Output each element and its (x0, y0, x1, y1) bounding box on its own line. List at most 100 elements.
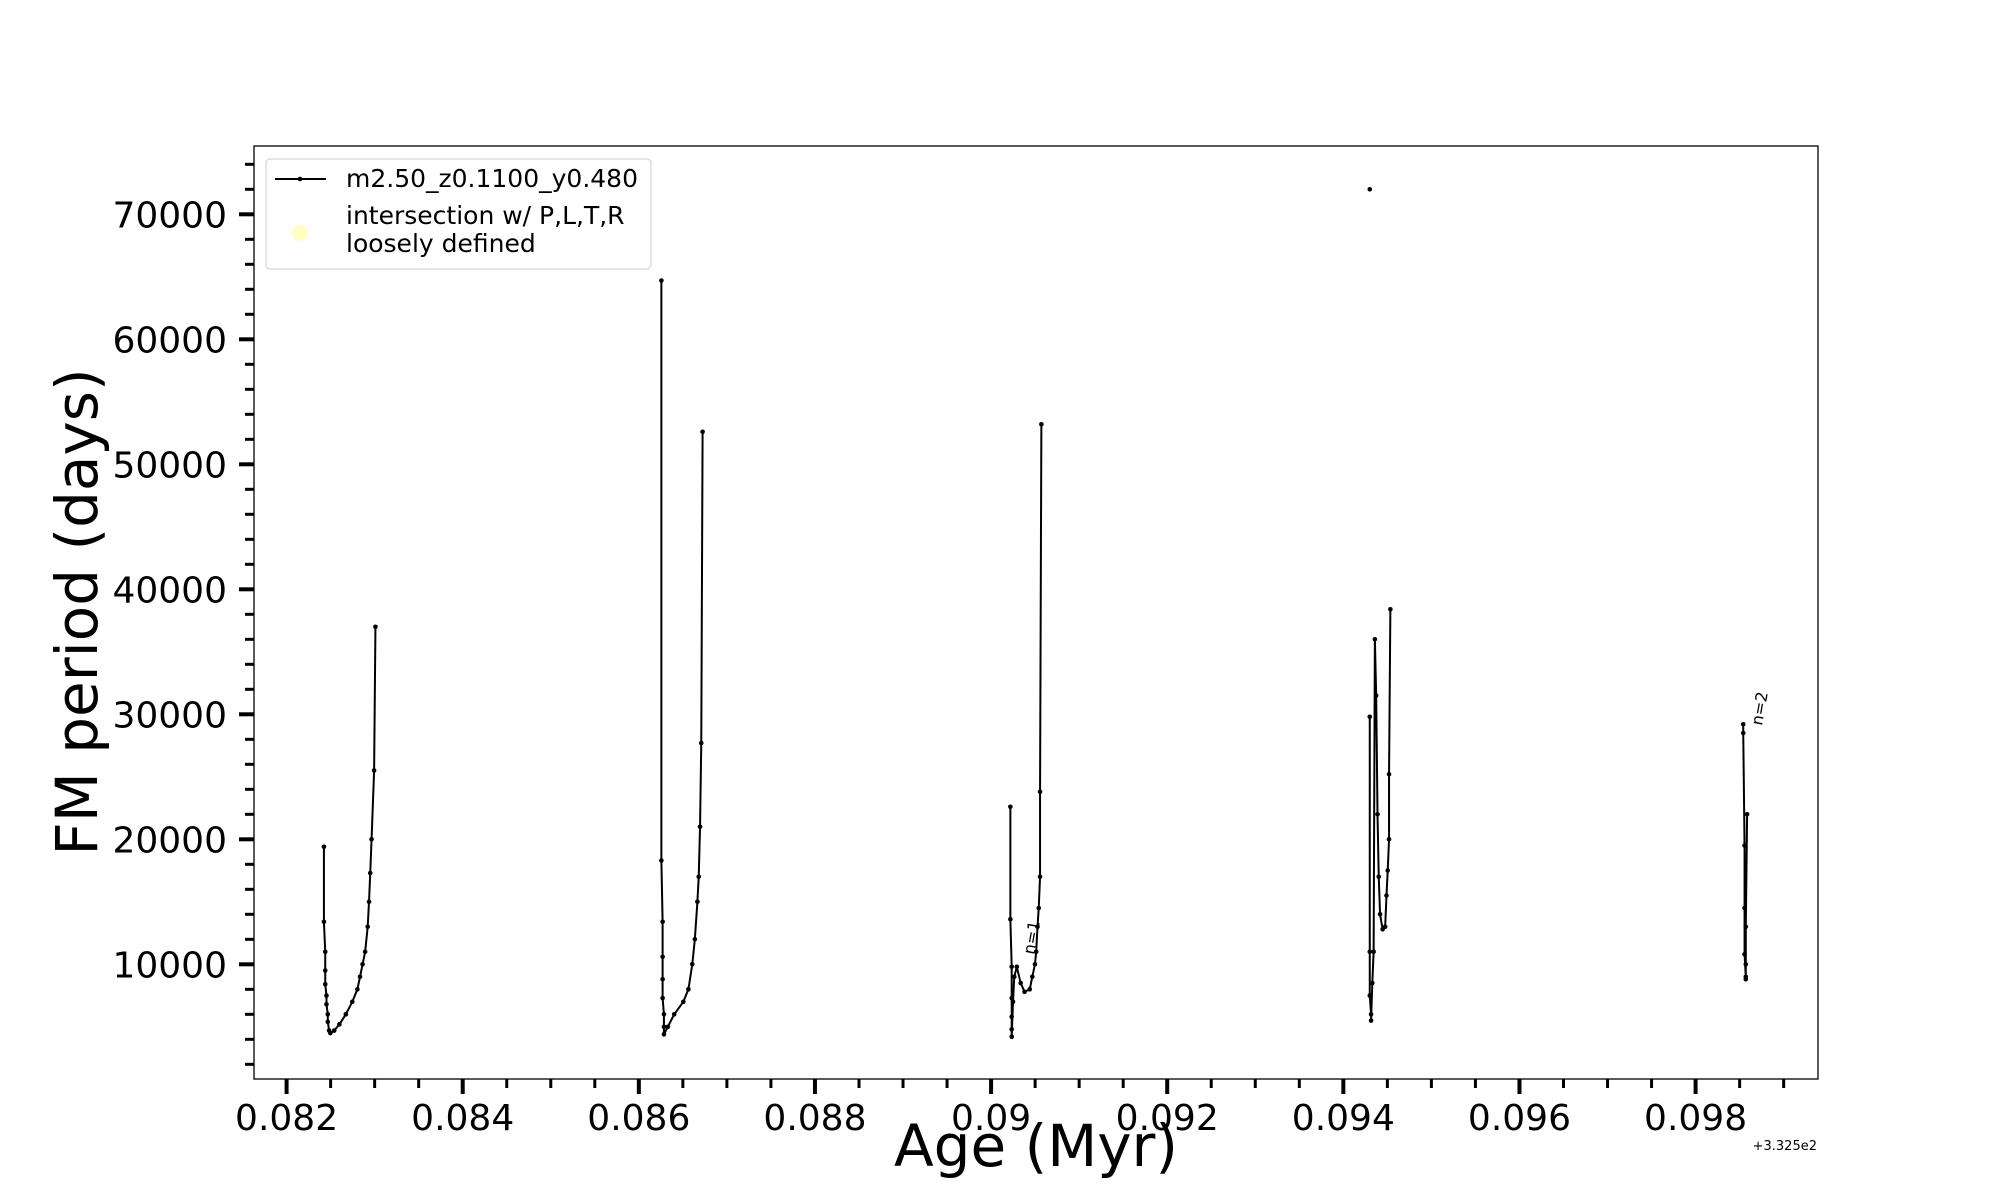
annotation: n=1 (1019, 919, 1044, 956)
point (1009, 1014, 1014, 1020)
point (1009, 995, 1014, 1001)
point (1377, 912, 1383, 917)
x-tick-label: 0.086 (587, 1098, 690, 1139)
point (1018, 980, 1023, 986)
point (1037, 874, 1043, 880)
point (1039, 422, 1044, 427)
point (322, 982, 328, 987)
point (1368, 1018, 1374, 1023)
point (1744, 812, 1750, 817)
point (696, 874, 702, 880)
legend-label: intersection w/ P,L,T,R loosely defined (346, 201, 625, 258)
point (665, 1024, 671, 1030)
x-tick-label: 0.09 (951, 1098, 1031, 1139)
legend-box (265, 158, 652, 270)
point (1743, 962, 1749, 967)
y-tick-label: 40000 (112, 570, 227, 611)
point (1010, 999, 1016, 1005)
point (1742, 952, 1747, 957)
legend-label: m2.50_z0.1100_y0.480 (346, 164, 638, 193)
point (1743, 977, 1749, 982)
annotation: n=2 (1747, 690, 1772, 727)
point (321, 919, 327, 925)
point (1367, 187, 1373, 192)
point (321, 844, 327, 850)
point (1009, 964, 1014, 970)
point (349, 999, 355, 1005)
point (1009, 1027, 1014, 1032)
point (343, 1012, 349, 1017)
x-offset-label: +3.325e2 (1753, 1139, 1817, 1154)
point (1385, 868, 1391, 873)
x-tick-label: 0.094 (1292, 1098, 1395, 1139)
point (681, 999, 686, 1005)
x-axis-label: Age (Myr) (894, 1112, 1178, 1180)
x-tick-label: 0.092 (1116, 1098, 1219, 1139)
point (362, 949, 368, 955)
point (661, 1024, 667, 1030)
point (1033, 949, 1039, 955)
point (697, 824, 703, 830)
point (331, 1028, 337, 1033)
point (660, 954, 665, 960)
point (661, 1032, 667, 1037)
point (325, 1012, 331, 1017)
point (1036, 905, 1042, 911)
y-tick-label: 60000 (112, 320, 227, 361)
point (1384, 893, 1389, 898)
point (1742, 843, 1747, 848)
x-tick-label: 0.088 (763, 1098, 866, 1139)
point (371, 768, 377, 773)
point (369, 837, 374, 842)
point (360, 962, 365, 967)
point (1011, 974, 1017, 980)
point (1382, 924, 1388, 930)
point (660, 919, 665, 925)
point (1037, 789, 1043, 795)
point (1388, 607, 1393, 612)
point (1368, 1012, 1374, 1017)
point (1008, 804, 1013, 810)
y-axis-label: FM period (days) (43, 368, 111, 855)
point (322, 949, 328, 955)
point (1032, 962, 1038, 967)
point (659, 858, 664, 863)
x-tick-label: 0.082 (235, 1098, 338, 1139)
point (689, 962, 695, 967)
point (695, 899, 700, 905)
y-tick-label: 20000 (112, 820, 227, 861)
legend-marker (292, 225, 308, 241)
point (355, 987, 360, 992)
point (357, 974, 363, 980)
y-tick-label: 50000 (112, 445, 227, 486)
point (700, 429, 705, 435)
point (692, 937, 698, 942)
point (698, 740, 704, 746)
point (660, 977, 665, 982)
point (1740, 730, 1746, 736)
point (1375, 812, 1380, 817)
point (366, 899, 372, 905)
x-tick-label: 0.084 (411, 1098, 514, 1139)
x-tick-label: 0.096 (1468, 1098, 1571, 1139)
point (373, 624, 378, 630)
y-tick-label: 10000 (112, 945, 227, 986)
point (661, 1012, 667, 1017)
point (686, 987, 691, 992)
point (328, 1030, 333, 1036)
point (324, 1002, 329, 1007)
point (1743, 924, 1749, 930)
x-tick-label: 0.098 (1644, 1098, 1747, 1139)
point (1014, 964, 1020, 970)
point (1740, 722, 1746, 727)
point (322, 968, 328, 973)
legend-marker (297, 176, 303, 182)
y-tick-label: 30000 (112, 695, 227, 736)
point (1008, 917, 1013, 922)
point (1376, 874, 1382, 880)
point (1030, 974, 1035, 980)
point (1373, 693, 1379, 698)
point (1386, 772, 1392, 777)
point (1371, 949, 1376, 955)
